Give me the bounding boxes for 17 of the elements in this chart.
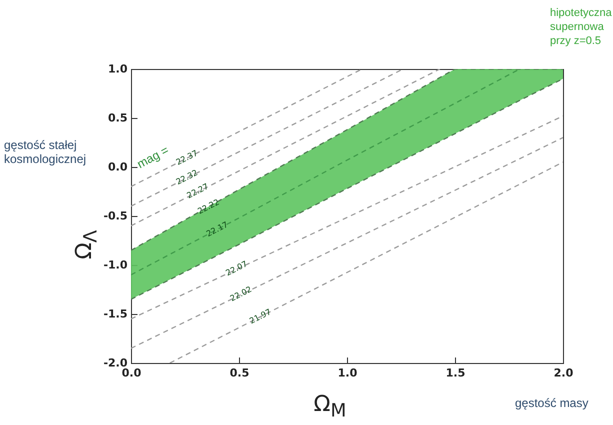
y-tick-label: 1.0 <box>108 62 128 76</box>
y-tick-label: 0.5 <box>108 112 128 124</box>
text: gęstość masy <box>515 396 590 410</box>
y-tick-label: -1.5 <box>103 308 128 320</box>
y-tick-label: -0.5 <box>103 210 128 222</box>
x-tick-label: 0.5 <box>230 366 250 380</box>
y-tick-label: -2.0 <box>103 356 128 370</box>
x-tick-label: 0.0 <box>122 366 142 380</box>
text: hipotetyczna supernowa przy z=0.5 <box>550 6 613 48</box>
x-axis-title: Ω$_{M}$ <box>314 392 346 422</box>
y-tick-label: -1.0 <box>103 258 128 272</box>
annotation: mag = <box>134 142 171 172</box>
y-tick-label: 0.0 <box>108 160 128 174</box>
x-tick-label: 1.5 <box>446 366 466 380</box>
text: gęstość stałej kosmologicznej <box>4 138 88 166</box>
x-tick-label: 1.0 <box>338 366 358 380</box>
x-tick-label: 2.0 <box>554 366 574 380</box>
